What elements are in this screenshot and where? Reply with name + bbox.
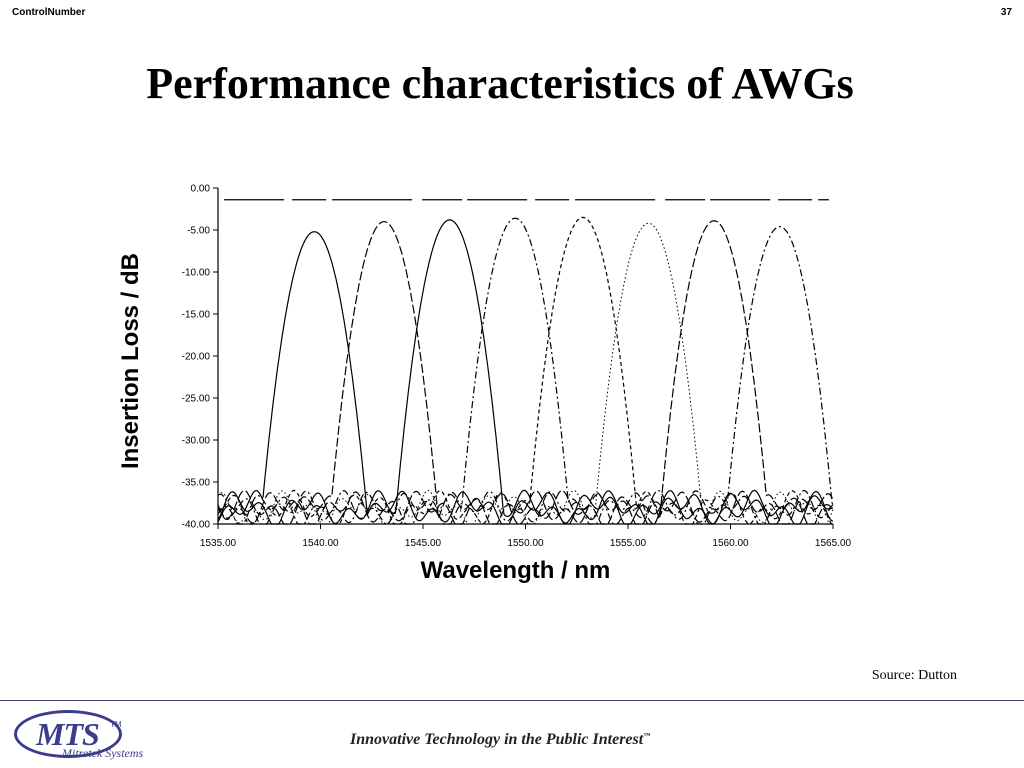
logo-trademark: TM	[110, 720, 122, 729]
x-tick-label: 1550.00	[507, 538, 544, 549]
channel-curve	[217, 222, 834, 525]
source-note: Source: Dutton	[871, 668, 957, 683]
tagline-trademark: ™	[643, 731, 651, 740]
page-number: 37	[1000, 7, 1012, 18]
y-tick-label: -10.00	[182, 268, 211, 279]
y-tick-label: -35.00	[182, 478, 211, 489]
channel-curve	[217, 220, 834, 525]
channel-curve	[217, 219, 834, 525]
channel-curve	[217, 225, 834, 525]
channel-curve	[217, 220, 834, 525]
channel-curve	[217, 231, 834, 525]
tagline-text: Innovative Technology in the Public Inte…	[350, 731, 644, 748]
footer-divider	[0, 700, 1024, 701]
y-tick-label: -25.00	[182, 394, 211, 405]
channel-curve	[217, 217, 834, 525]
logo-text: MTS	[36, 716, 100, 752]
logo-subtitle: Mitretek Systems	[62, 746, 144, 760]
insertion-loss-chart: 0.00 -5.00 -10.00 -15.00 -20.00 -25.00 -30.00 -…	[117, 184, 852, 585]
x-tick-label: 1560.00	[712, 538, 749, 549]
y-tick-label: -15.00	[182, 310, 211, 321]
x-axis-title: Wavelength / nm	[421, 557, 611, 584]
logo-ellipse-icon	[14, 710, 122, 758]
y-tick-label: -40.00	[182, 520, 211, 531]
x-tick-label: 1535.00	[200, 538, 237, 549]
x-tick-label: 1565.00	[815, 538, 852, 549]
y-tick-label: -20.00	[182, 352, 211, 363]
slide-title: Performance characteristics of AWGs	[146, 59, 854, 108]
x-tick-label: 1555.00	[610, 538, 647, 549]
x-tick-label: 1540.00	[302, 538, 339, 549]
channel-curve	[217, 216, 833, 525]
mitretek-logo: MTS TM Mitretek Systems	[14, 706, 194, 762]
control-number: ControlNumber	[12, 7, 86, 18]
footer-tagline: Innovative Technology in the Public Inte…	[350, 731, 650, 749]
y-axis-title: Insertion Loss / dB	[117, 253, 144, 469]
y-tick-label: -5.00	[187, 226, 210, 237]
y-tick-label: 0.00	[191, 184, 211, 195]
x-tick-label: 1545.00	[405, 538, 442, 549]
y-tick-label: -30.00	[182, 436, 211, 447]
